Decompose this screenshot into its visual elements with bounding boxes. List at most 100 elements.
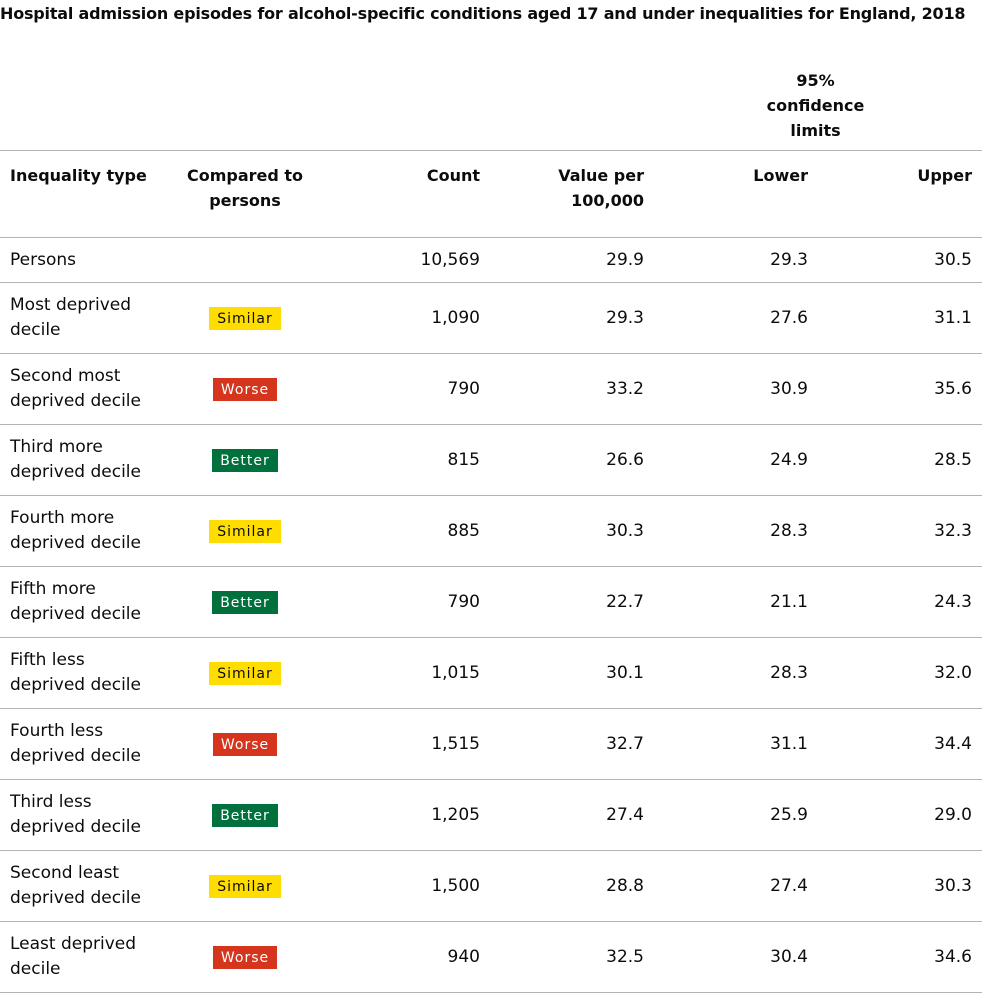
lower-cell: 25.9 <box>654 779 818 851</box>
header-inequality-type: Inequality type <box>0 150 170 238</box>
table-row: Fourth more deprived decile Similar 885 30.… <box>0 495 982 567</box>
count-cell: 815 <box>320 424 490 496</box>
compare-cell: Worse <box>170 353 320 425</box>
header-compared-to: Compared to persons <box>170 150 320 238</box>
status-badge: Similar <box>209 306 281 330</box>
count-cell: 790 <box>320 353 490 425</box>
compare-cell: Worse <box>170 921 320 993</box>
count-cell: 1,515 <box>320 708 490 780</box>
upper-cell: 32.0 <box>818 637 982 709</box>
table-row: Second least deprived decile Similar 1,500… <box>0 850 982 922</box>
upper-cell: 29.0 <box>818 779 982 851</box>
header-group-spacer <box>0 60 654 151</box>
compare-cell: Worse <box>170 708 320 780</box>
table-row: Third less deprived decile Better 1,205 27.… <box>0 779 982 851</box>
row-label: Fifth less deprived decile <box>0 637 170 709</box>
lower-cell: 29.3 <box>654 237 818 283</box>
upper-cell: 24.3 <box>818 566 982 638</box>
row-label: Most deprived decile <box>0 282 170 354</box>
upper-cell: 35.6 <box>818 353 982 425</box>
table-row: Least deprived decile Worse 940 32.5 30.4 34.… <box>0 921 982 993</box>
value-cell: 32.7 <box>490 708 654 780</box>
lower-cell: 28.3 <box>654 495 818 567</box>
header-value-label: Value per 100,000 <box>558 166 644 210</box>
value-cell: 30.3 <box>490 495 654 567</box>
count-cell: 1,015 <box>320 637 490 709</box>
table-row: Third more deprived decile Better 815 26.6 2… <box>0 424 982 496</box>
confidence-limits-label: 95% confidence limits <box>766 70 865 140</box>
compare-cell: Better <box>170 779 320 851</box>
lower-cell: 31.1 <box>654 708 818 780</box>
status-badge: Similar <box>209 519 281 543</box>
upper-cell: 31.1 <box>818 282 982 354</box>
row-label: Fourth more deprived decile <box>0 495 170 567</box>
status-badge: Worse <box>212 377 278 401</box>
value-cell: 29.9 <box>490 237 654 283</box>
header-compared-to-label: Compared to persons <box>186 166 304 210</box>
lower-cell: 30.4 <box>654 921 818 993</box>
row-label: Second least deprived decile <box>0 850 170 922</box>
upper-cell: 28.5 <box>818 424 982 496</box>
status-badge: Better <box>212 803 278 827</box>
row-label: Persons <box>0 237 170 283</box>
value-cell: 32.5 <box>490 921 654 993</box>
table-row: Most deprived decile Similar 1,090 29.3 27.6… <box>0 282 982 354</box>
row-label: Third less deprived decile <box>0 779 170 851</box>
lower-cell: 21.1 <box>654 566 818 638</box>
value-cell: 30.1 <box>490 637 654 709</box>
header-lower-label: Lower <box>753 166 808 185</box>
status-badge: Better <box>212 590 278 614</box>
upper-cell: 30.5 <box>818 237 982 283</box>
table-caption: Hospital admission episodes for alcohol-… <box>0 4 966 23</box>
table-row: Second most deprived decile Worse 790 33.2 3… <box>0 353 982 425</box>
compare-cell: Better <box>170 566 320 638</box>
row-label: Third more deprived decile <box>0 424 170 496</box>
status-badge: Similar <box>209 874 281 898</box>
header-count: Count <box>320 150 490 238</box>
value-cell: 28.8 <box>490 850 654 922</box>
lower-cell: 24.9 <box>654 424 818 496</box>
compare-cell: Similar <box>170 637 320 709</box>
header-lower: Lower <box>654 150 818 238</box>
table-body: Persons 10,569 29.9 29.3 30.5 Most deprived d… <box>0 237 982 993</box>
status-badge: Better <box>212 448 278 472</box>
lower-cell: 30.9 <box>654 353 818 425</box>
table-row: Fifth less deprived decile Similar 1,015 30… <box>0 637 982 709</box>
table-row: Fifth more deprived decile Better 790 22.7 2… <box>0 566 982 638</box>
row-label: Least deprived decile <box>0 921 170 993</box>
upper-cell: 32.3 <box>818 495 982 567</box>
lower-cell: 28.3 <box>654 637 818 709</box>
status-badge: Similar <box>209 661 281 685</box>
lower-cell: 27.4 <box>654 850 818 922</box>
header-upper: Upper <box>818 150 982 238</box>
lower-cell: 27.6 <box>654 282 818 354</box>
count-cell: 1,090 <box>320 282 490 354</box>
header-group-row: 95% confidence limits <box>0 60 982 151</box>
value-cell: 29.3 <box>490 282 654 354</box>
value-cell: 33.2 <box>490 353 654 425</box>
table-row: Persons 10,569 29.9 29.3 30.5 <box>0 237 982 283</box>
count-cell: 1,500 <box>320 850 490 922</box>
compare-cell: Similar <box>170 850 320 922</box>
value-cell: 27.4 <box>490 779 654 851</box>
upper-cell: 30.3 <box>818 850 982 922</box>
row-label: Fourth less deprived decile <box>0 708 170 780</box>
count-cell: 790 <box>320 566 490 638</box>
value-cell: 26.6 <box>490 424 654 496</box>
value-cell: 22.7 <box>490 566 654 638</box>
compare-cell: Better <box>170 424 320 496</box>
upper-cell: 34.4 <box>818 708 982 780</box>
row-label: Fifth more deprived decile <box>0 566 170 638</box>
count-cell: 10,569 <box>320 237 490 283</box>
table-row: Fourth less deprived decile Worse 1,515 32.… <box>0 708 982 780</box>
status-badge: Worse <box>212 732 278 756</box>
compare-cell <box>170 237 320 283</box>
compare-cell: Similar <box>170 495 320 567</box>
header-value: Value per 100,000 <box>490 150 654 238</box>
inequalities-table: 95% confidence limits Inequality type Co… <box>0 60 982 993</box>
count-cell: 885 <box>320 495 490 567</box>
row-label: Second most deprived decile <box>0 353 170 425</box>
compare-cell: Similar <box>170 282 320 354</box>
count-cell: 1,205 <box>320 779 490 851</box>
status-badge: Worse <box>212 945 278 969</box>
